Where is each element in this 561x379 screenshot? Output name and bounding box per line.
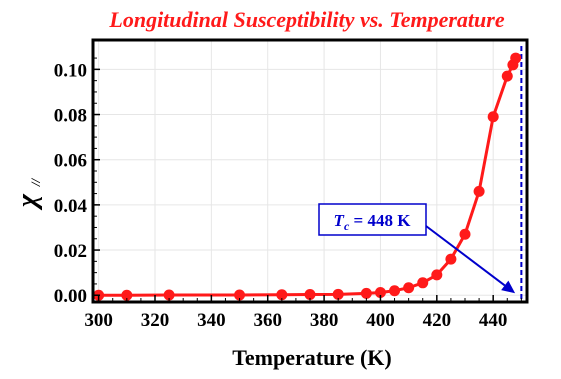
x-tick-label: 320 — [141, 310, 170, 331]
data-point — [332, 288, 344, 300]
data-point — [417, 277, 429, 289]
grid-lines — [93, 40, 527, 302]
y-tick-label: 0.10 — [54, 60, 87, 81]
x-tick-label: 360 — [253, 310, 282, 331]
data-point — [510, 52, 522, 64]
x-tick-label: 300 — [84, 310, 113, 331]
y-axis-label: χ // — [12, 177, 43, 211]
data-point — [473, 185, 485, 197]
y-tick-label: 0.08 — [54, 106, 87, 127]
y-axis-label-subscript: // — [28, 177, 43, 187]
tc-arrow — [425, 225, 506, 287]
series-line — [98, 57, 518, 297]
x-tick-label: 420 — [423, 310, 452, 331]
y-tick-label: 0.06 — [54, 151, 87, 172]
y-tick-label: 0.00 — [54, 286, 87, 307]
x-axis-ticks: 300 320 340 360 380 400 420 440 — [84, 295, 522, 331]
tc-label-box — [318, 203, 427, 236]
svg-text:χ //: χ // — [12, 177, 43, 211]
x-tick-label: 400 — [366, 310, 395, 331]
data-point — [403, 282, 415, 294]
tc-annotation: Tc = 448 K — [318, 203, 516, 294]
plot-frame — [91, 38, 529, 304]
data-point — [121, 289, 133, 301]
x-axis-label: Temperature (K) — [232, 345, 391, 370]
tc-arrowhead — [501, 280, 516, 294]
series-group — [93, 52, 522, 301]
tc-symbol: T — [334, 211, 345, 230]
data-point — [445, 253, 457, 265]
y-axis-ticks: 0.00 0.02 0.04 0.06 0.08 0.10 — [54, 57, 100, 307]
y-tick-label: 0.04 — [54, 196, 88, 217]
data-point — [487, 111, 499, 123]
x-tick-label: 440 — [479, 310, 508, 331]
data-point — [276, 289, 288, 301]
data-point — [374, 287, 386, 299]
x-tick-label: 380 — [310, 310, 339, 331]
tc-subscript: c — [344, 219, 350, 233]
data-point — [360, 287, 372, 299]
tc-value: = 448 K — [349, 211, 411, 230]
data-point — [389, 285, 401, 297]
data-point — [163, 289, 175, 301]
data-point — [431, 269, 443, 281]
y-axis-label-symbol: χ — [12, 193, 43, 211]
data-point — [304, 289, 316, 301]
x-tick-label: 340 — [197, 310, 226, 331]
tc-label: Tc = 448 K — [334, 211, 412, 233]
y-tick-label: 0.02 — [54, 241, 87, 262]
data-point — [501, 70, 513, 82]
data-point — [459, 228, 471, 240]
chart-title: Longitudinal Susceptibility vs. Temperat… — [108, 7, 504, 32]
data-point — [234, 289, 246, 301]
